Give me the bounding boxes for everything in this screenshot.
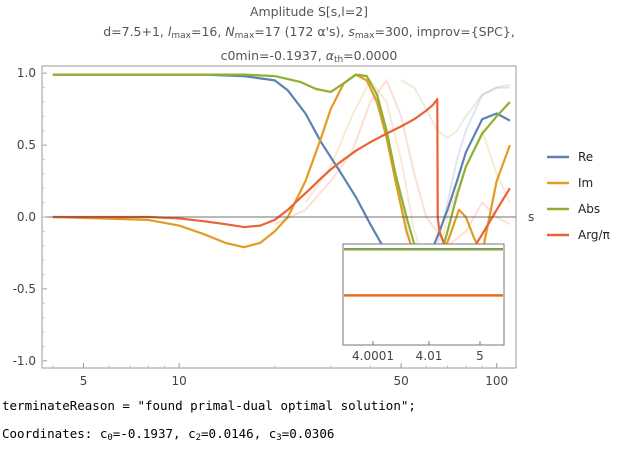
series-line-abs	[52, 73, 511, 276]
axes-frame: -1.0 -0.5 0.0 0.5 1.0 5 10 50 100 s	[13, 65, 534, 388]
x-tick-label: 100	[485, 374, 508, 388]
y-tick-label: -0.5	[13, 282, 36, 296]
inset-x-tick-label: 4.01	[416, 349, 443, 363]
series-lines	[52, 73, 511, 279]
legend-label: Re	[578, 150, 593, 164]
chart-title: Amplitude S[s,l=2] d=7.5+1, lmax=16, Nma…	[0, 2, 618, 70]
console-coordinates: Coordinates: c0=-0.1937, c2=0.0146, c3=0…	[2, 426, 335, 443]
ghost-line-3	[274, 78, 511, 248]
series-line-re	[52, 73, 511, 276]
ghost-line-2	[400, 79, 511, 140]
legend-label: Abs	[578, 202, 600, 216]
legend-label: Arg/π	[578, 228, 610, 242]
console-terminate-reason: terminateReason = "found primal-dual opt…	[2, 398, 416, 413]
y-tick-label: 1.0	[17, 66, 36, 80]
x-tick-label: 5	[80, 374, 88, 388]
x-tick-label: 10	[171, 374, 186, 388]
title-line-3: c0min=-0.1937, αth=0.0000	[220, 48, 398, 65]
y-tick-label: 0.0	[17, 210, 36, 224]
y-tick-label: 0.5	[17, 138, 36, 152]
amplitude-chart: -1.0 -0.5 0.0 0.5 1.0 5 10 50 100 s 4.0001 4.01 5 R…	[13, 65, 610, 388]
legend-label: Im	[578, 176, 593, 190]
title-line-2: d=7.5+1, lmax=16, Nmax=17 (172 α's), sma…	[103, 24, 515, 41]
x-axis-label: s	[528, 210, 534, 224]
inset-plot: 4.0001 4.01 5	[342, 243, 505, 363]
series-line-im	[52, 73, 511, 279]
legend: Re Im Abs Arg/π	[547, 150, 610, 242]
title-line-1: Amplitude S[s,l=2]	[249, 4, 369, 19]
inset-x-tick-label: 4.0001	[352, 349, 394, 363]
inset-x-tick-label: 5	[476, 349, 484, 363]
y-tick-label: -1.0	[13, 354, 36, 368]
x-tick-label: 50	[393, 374, 408, 388]
